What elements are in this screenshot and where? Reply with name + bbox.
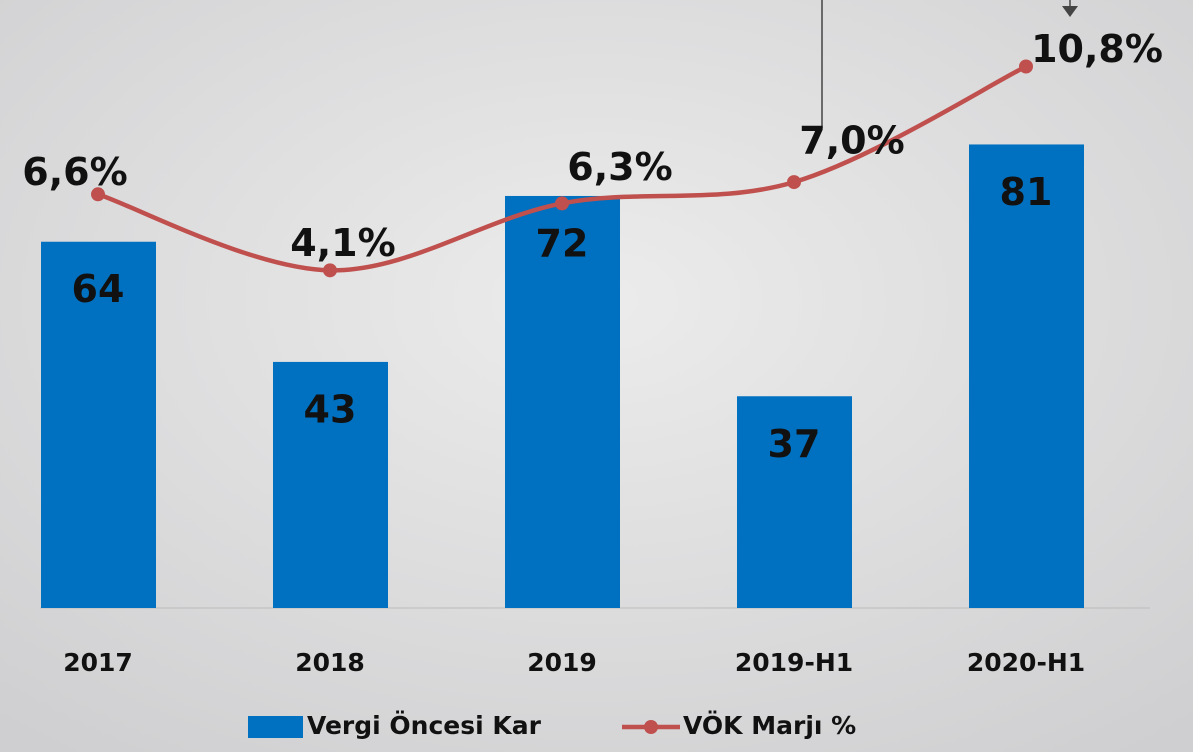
bar [273, 361, 388, 608]
legend-marker [644, 720, 658, 734]
bar-label: 43 [304, 387, 357, 431]
bar-label: 37 [768, 422, 821, 466]
legend-label: Vergi Öncesi Kar [307, 710, 542, 740]
legend-label: VÖK Marjı % [683, 710, 856, 740]
line-point [555, 196, 569, 211]
legend-swatch [248, 716, 303, 738]
bar [969, 144, 1084, 608]
line-label: 4,1% [290, 221, 395, 265]
bar-label: 64 [72, 267, 125, 311]
bar-label: 81 [1000, 170, 1053, 214]
line-label: 7,0% [799, 119, 904, 163]
line-point [91, 187, 105, 202]
line-label: 10,8% [1031, 27, 1163, 71]
annotation-arrowhead [1062, 6, 1078, 17]
line-label: 6,3% [567, 145, 672, 189]
x-tick-label: 2017 [63, 648, 133, 677]
x-tick-label: 2019 [527, 648, 597, 677]
bar [505, 195, 620, 609]
x-tick-label: 2020-H1 [967, 648, 1085, 677]
bar [41, 241, 156, 609]
line-point [1019, 59, 1033, 74]
bar-label: 72 [536, 221, 589, 265]
x-tick-label: 2018 [295, 648, 365, 677]
line-point [323, 263, 337, 278]
line-point [787, 175, 801, 190]
x-tick-label: 2019-H1 [735, 648, 853, 677]
bar [737, 396, 852, 608]
line-label: 6,6% [22, 150, 127, 194]
